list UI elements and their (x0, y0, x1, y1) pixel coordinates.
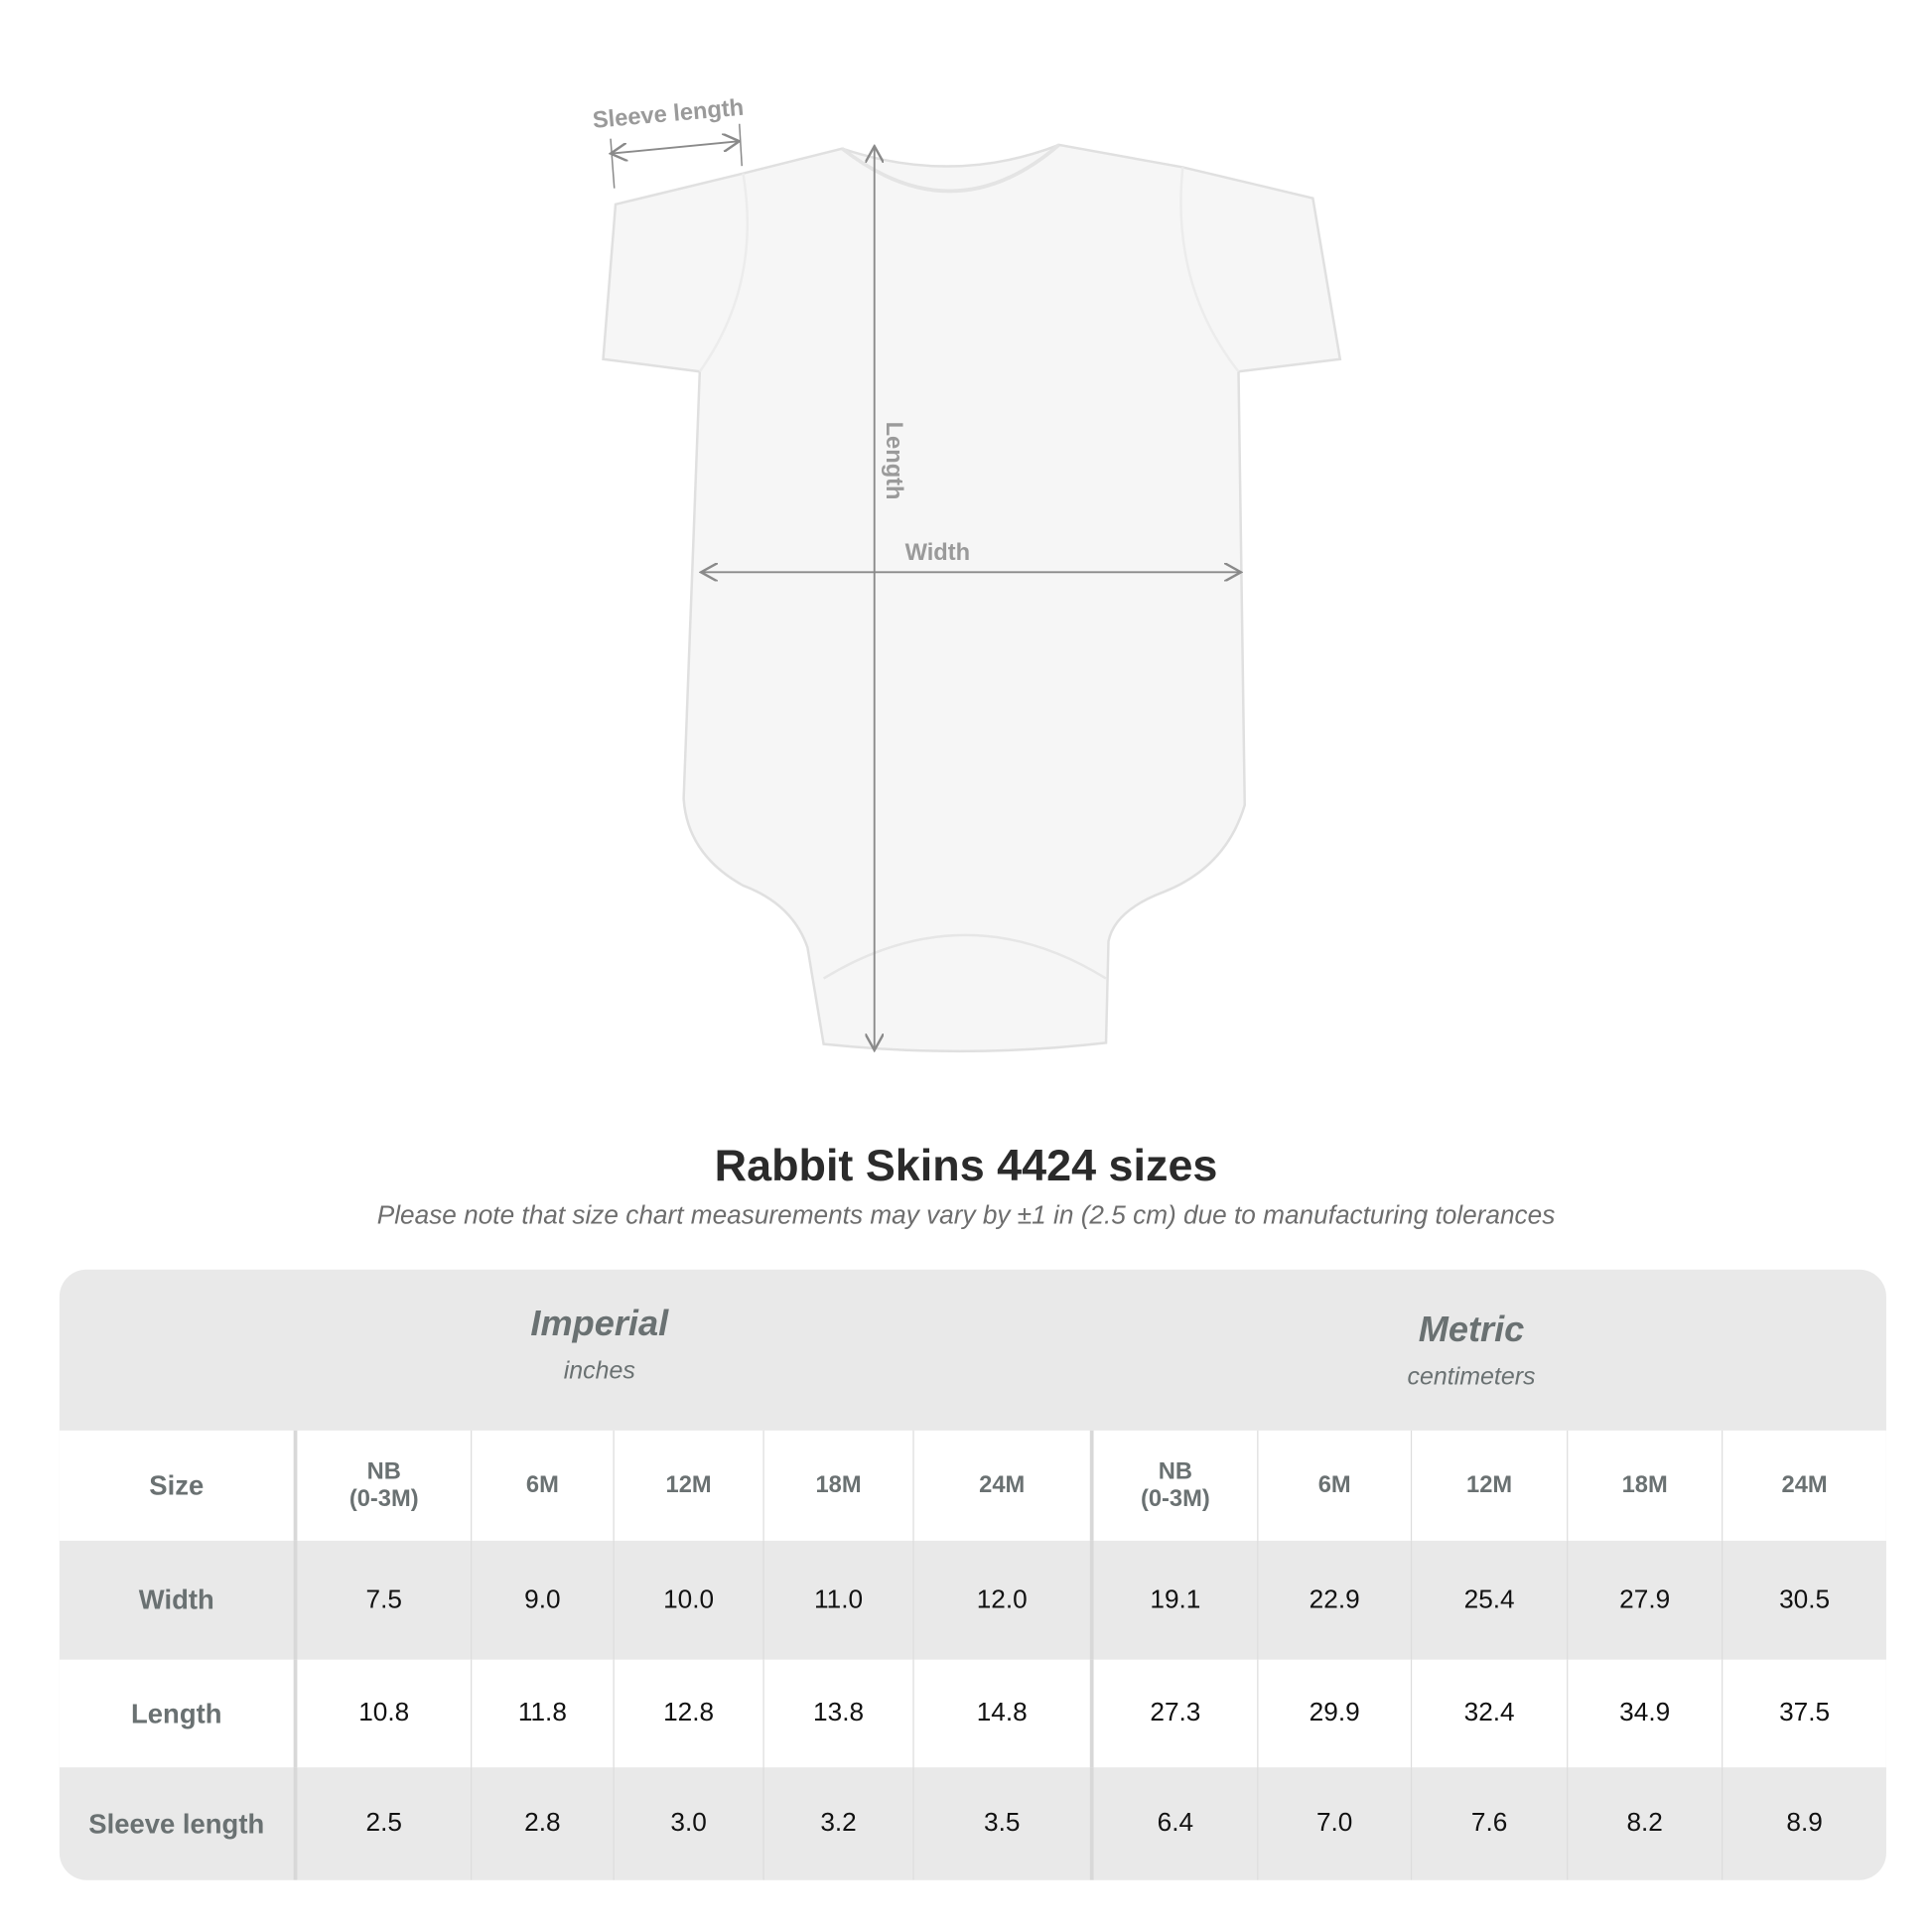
bodysuit-shape (602, 143, 1342, 1053)
width-label: Width (905, 540, 971, 566)
size-header-row: Size NB (0-3M) 6M 12M 18M 24M NB (0-3M) 6M 12M 18… (59, 1430, 1886, 1541)
tolerance-note: Please note that size chart measurements… (376, 1201, 1556, 1230)
metric-value: 7.6 (1410, 1767, 1567, 1880)
size-column-header: 18M (762, 1430, 912, 1541)
imperial-header: Imperial inches (351, 1305, 847, 1386)
metric-value: 8.2 (1567, 1767, 1722, 1880)
table-row: Sleeve length 2.5 2.8 3.0 3.2 3.5 6.4 7.0 7.6 8.2… (60, 1767, 1886, 1880)
imperial-value: 10.8 (293, 1659, 471, 1768)
size-table: Imperial inches Metric centimeters Size N… (59, 1269, 1886, 1880)
imperial-unit: inches (563, 1357, 635, 1385)
metric-value: 22.9 (1257, 1540, 1411, 1660)
imperial-value: 14.8 (912, 1659, 1089, 1768)
imperial-value: 12.8 (613, 1659, 763, 1768)
imperial-value: 3.5 (912, 1767, 1089, 1880)
metric-value: 34.9 (1567, 1659, 1722, 1768)
sleeve-length-label: Sleeve length (592, 95, 745, 134)
table-row: Length 10.8 11.8 12.8 13.8 14.8 27.3 29.9 32.4 34… (59, 1659, 1886, 1768)
imperial-value: 2.5 (293, 1767, 471, 1880)
size-label: Size (149, 1469, 205, 1501)
size-column-header: 24M (1722, 1430, 1886, 1541)
size-column-header: NB (0-3M) (293, 1430, 471, 1541)
metric-unit: centimeters (1407, 1363, 1536, 1391)
size-column-header: 12M (1410, 1430, 1567, 1541)
row-label: Length (131, 1698, 222, 1729)
sleeve-length-arrow (611, 141, 740, 153)
metric-value: 7.0 (1257, 1767, 1411, 1880)
imperial-value: 11.0 (762, 1540, 912, 1660)
size-column-header: 6M (1257, 1430, 1411, 1541)
size-column-header: NB (0-3M) (1089, 1430, 1257, 1541)
imperial-value: 12.0 (912, 1540, 1089, 1660)
imperial-value: 3.0 (613, 1767, 763, 1880)
metric-value: 30.5 (1722, 1540, 1886, 1660)
imperial-value: 13.8 (762, 1659, 912, 1768)
imperial-value: 7.5 (293, 1540, 471, 1660)
size-column-header: 12M (613, 1430, 763, 1541)
imperial-value: 3.2 (762, 1767, 912, 1880)
size-column-header: 6M (471, 1430, 613, 1541)
length-label: Length (881, 422, 906, 500)
bodysuit-diagram: Sleeve length Length Width (592, 95, 1342, 1053)
page-title: Rabbit Skins 4424 sizes (714, 1139, 1218, 1190)
metric-value: 29.9 (1257, 1659, 1411, 1768)
metric-title: Metric (1418, 1310, 1525, 1350)
metric-value: 32.4 (1410, 1659, 1567, 1768)
metric-value: 37.5 (1722, 1659, 1886, 1768)
imperial-value: 2.8 (471, 1767, 613, 1880)
size-column-header: 24M (912, 1430, 1089, 1541)
metric-value: 27.3 (1089, 1659, 1257, 1768)
metric-value: 8.9 (1722, 1767, 1886, 1880)
imperial-value: 9.0 (471, 1540, 613, 1660)
metric-value: 27.9 (1567, 1540, 1722, 1660)
size-column-header: 18M (1567, 1430, 1722, 1541)
metric-value: 25.4 (1410, 1540, 1567, 1660)
table-row: Width 7.5 9.0 10.0 11.0 12.0 19.1 22.9 25.4 27.9 3… (60, 1540, 1886, 1660)
row-label: Width (138, 1584, 214, 1616)
metric-value: 19.1 (1089, 1540, 1257, 1660)
imperial-value: 10.0 (613, 1540, 763, 1660)
metric-value: 6.4 (1089, 1767, 1257, 1880)
row-label: Sleeve length (88, 1808, 265, 1840)
imperial-title: Imperial (530, 1304, 669, 1344)
metric-header: Metric centimeters (1224, 1311, 1720, 1392)
imperial-value: 11.8 (471, 1659, 613, 1768)
